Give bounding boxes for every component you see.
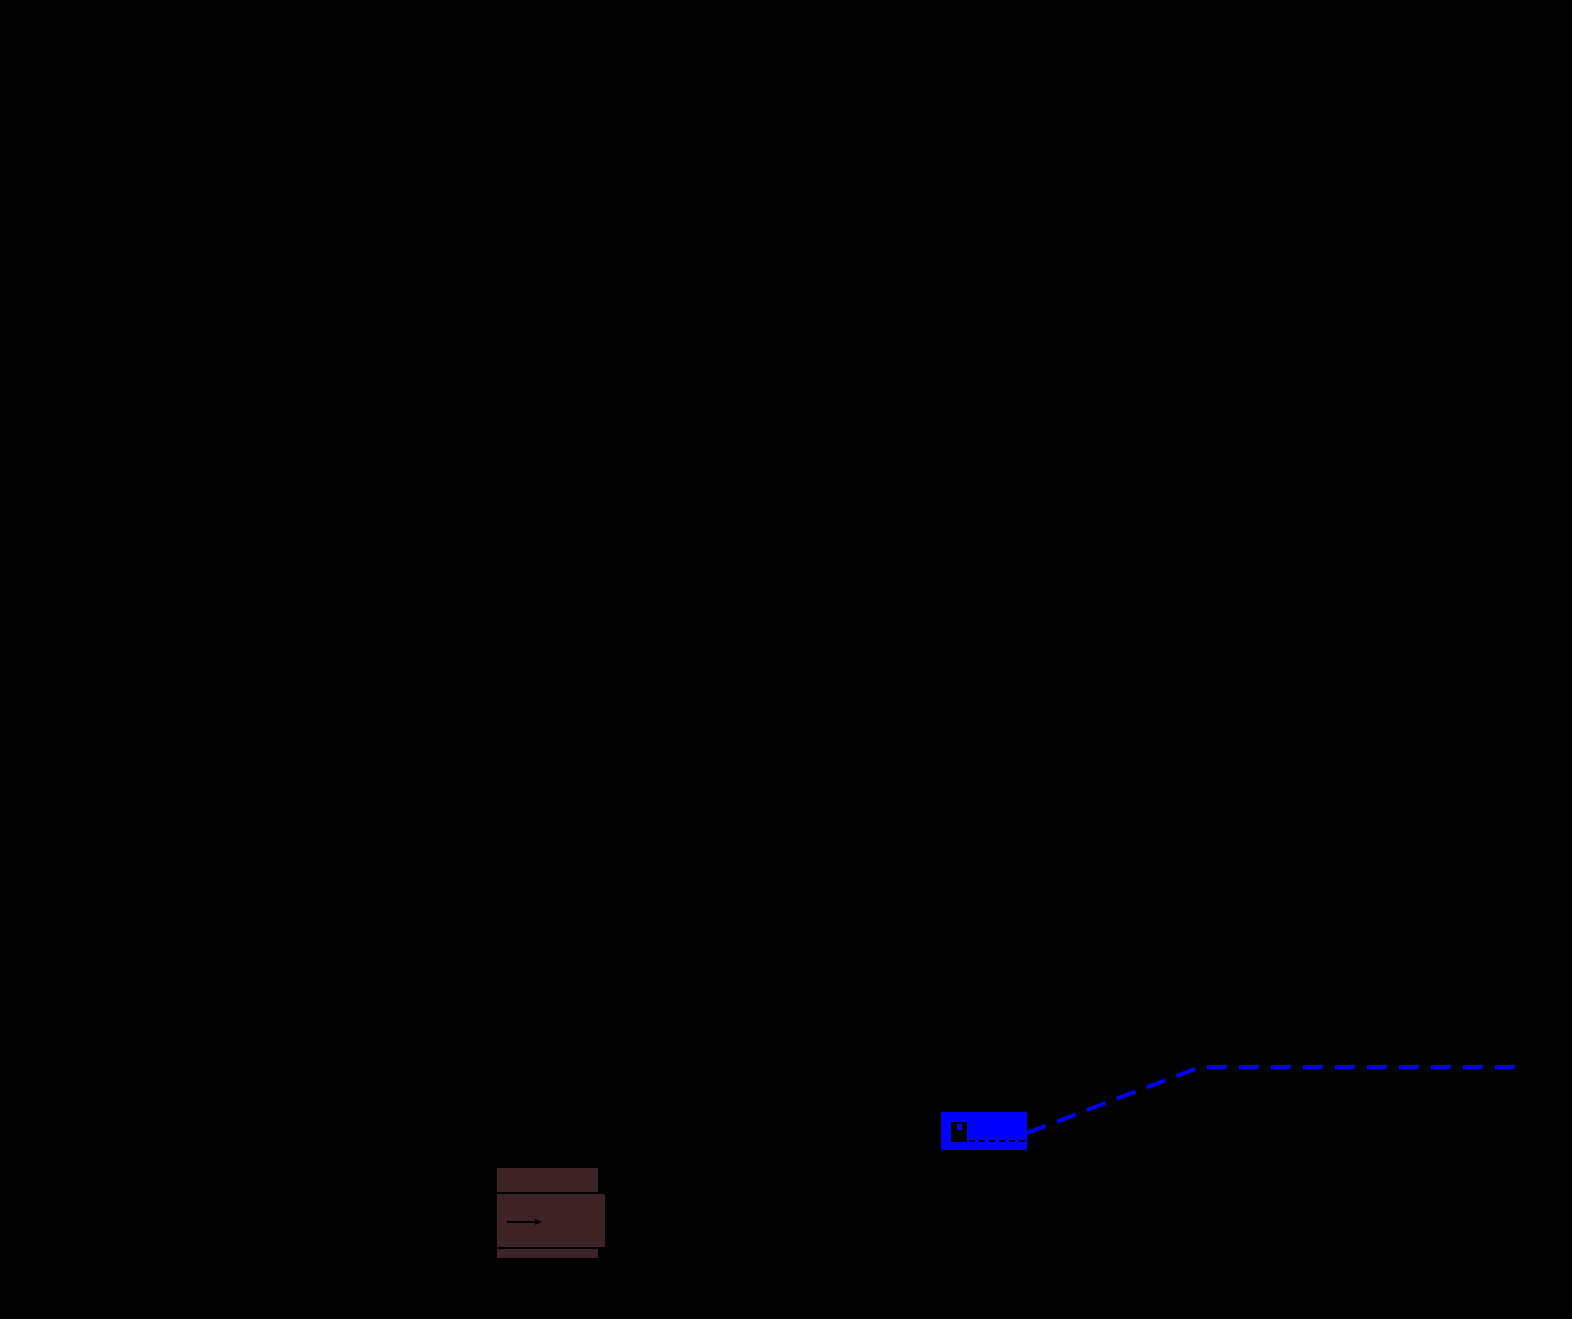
blue-box-icon-slot (957, 1124, 962, 1130)
widget-middle (497, 1194, 605, 1247)
widget-bottom (497, 1249, 598, 1258)
dashed-connector (1026, 1065, 1520, 1135)
brown-widget[interactable] (497, 1168, 605, 1258)
widget-top (497, 1168, 598, 1192)
blue-box-icon (951, 1122, 967, 1142)
blue-widget[interactable] (941, 1112, 1027, 1150)
arrow-head (535, 1219, 542, 1225)
